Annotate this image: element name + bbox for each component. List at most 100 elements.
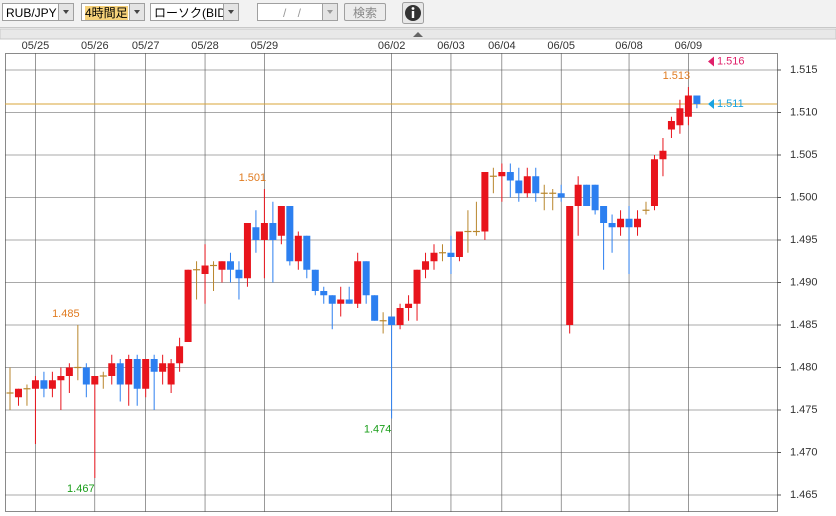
candle-body: [57, 376, 65, 381]
search-label: 検索: [352, 6, 377, 20]
candle-body: [14, 388, 22, 398]
candle-body: [235, 269, 243, 279]
candle-body: [455, 231, 463, 257]
candle-body: [337, 299, 345, 304]
candle-body: [142, 359, 150, 389]
high-label: 1.501: [239, 172, 267, 184]
candle-body: [413, 269, 421, 304]
y-tick-label: 1.480: [790, 361, 818, 373]
x-tick-label: 06/04: [488, 40, 516, 52]
candle-body: [650, 159, 658, 206]
candle-body: [218, 261, 226, 270]
date-input[interactable]: / /: [257, 3, 338, 21]
candle-body: [523, 176, 531, 194]
candle-body: [176, 346, 184, 364]
candle-body: [608, 223, 616, 228]
y-tick-label: 1.485: [790, 319, 818, 331]
candle-body: [396, 308, 404, 325]
candle-body: [31, 380, 39, 389]
candle-body: [48, 380, 56, 389]
x-tick-label: 06/05: [547, 40, 575, 52]
current-price-label: 1.511: [717, 98, 744, 110]
candle-body: [159, 363, 167, 372]
dropdown-arrow: [322, 4, 337, 20]
candle-body: [515, 180, 523, 194]
candle-body: [243, 223, 251, 279]
candle-body: [133, 359, 141, 389]
candle-body: [676, 108, 684, 126]
y-tick-label: 1.490: [790, 276, 818, 288]
candle-body: [667, 121, 675, 130]
candle-body: [693, 95, 701, 104]
y-tick-label: 1.465: [790, 489, 818, 501]
candle-body: [116, 363, 124, 385]
dropdown-arrow: [129, 4, 144, 20]
candle-body: [82, 367, 90, 385]
x-tick-label: 05/28: [191, 40, 219, 52]
candle-body: [591, 184, 599, 211]
high-marker-label: 1.516: [717, 55, 745, 67]
y-tick-label: 1.495: [790, 234, 818, 246]
x-tick-label: 05/27: [132, 40, 160, 52]
high-label: 1.485: [52, 308, 80, 320]
current-price-arrow: [708, 99, 714, 109]
x-tick-label: 06/03: [437, 40, 465, 52]
candle-body: [574, 184, 582, 206]
candle-body: [303, 235, 311, 270]
candle-body: [286, 206, 294, 262]
date-text: / /: [282, 6, 301, 20]
symbol: RUB/JPY: [6, 6, 57, 20]
candle-body: [405, 303, 413, 308]
candle-body: [430, 252, 438, 262]
y-tick-label: 1.505: [790, 149, 818, 161]
arrow-icon: [63, 10, 69, 14]
candle-body: [447, 252, 455, 257]
y-tick-label: 1.470: [790, 446, 818, 458]
x-tick-label: 06/02: [378, 40, 406, 52]
candle-body: [226, 261, 234, 270]
candle-body: [354, 261, 362, 304]
candle-body: [201, 265, 209, 274]
candle-body: [532, 176, 540, 194]
dropdown-arrow: [58, 4, 73, 20]
candle-body: [388, 316, 396, 325]
candle-body: [566, 206, 574, 325]
candle-body: [498, 172, 506, 177]
high-marker-arrow: [708, 56, 714, 67]
candle-body: [320, 291, 328, 296]
chart-kind: ローソク(BID): [154, 6, 230, 20]
x-tick-label: 05/25: [22, 40, 50, 52]
candle-body: [684, 95, 692, 117]
candle-body: [371, 295, 379, 321]
candle-body: [328, 295, 336, 304]
timeframe-select[interactable]: 4時間足: [81, 3, 145, 21]
candle-body: [269, 223, 277, 240]
x-tick-label: 05/26: [81, 40, 109, 52]
candle-body: [167, 363, 175, 385]
search-button[interactable]: 検索: [344, 3, 386, 21]
candle-body: [506, 172, 514, 181]
y-tick-label: 1.500: [790, 191, 818, 203]
candle-body: [277, 206, 285, 236]
arrow-icon: [228, 10, 234, 14]
chart-kind-select[interactable]: ローソク(BID): [150, 3, 239, 21]
candle-body: [184, 269, 192, 342]
candle-body: [625, 218, 633, 228]
symbol-select[interactable]: RUB/JPY: [2, 3, 74, 21]
candle-body: [91, 376, 99, 385]
info-button[interactable]: [402, 2, 424, 24]
y-tick-label: 1.515: [790, 64, 818, 76]
candle-body: [634, 218, 642, 228]
candle-body: [422, 261, 430, 270]
candle-body: [294, 235, 302, 262]
candle-body: [345, 299, 353, 304]
dropdown-arrow: [223, 4, 238, 20]
candle-body: [583, 184, 591, 206]
candle-body: [260, 223, 268, 240]
candle-body: [40, 380, 48, 389]
candle-body: [362, 261, 370, 296]
scroll-arrow[interactable]: [413, 32, 423, 37]
low-label: 1.467: [67, 483, 95, 495]
